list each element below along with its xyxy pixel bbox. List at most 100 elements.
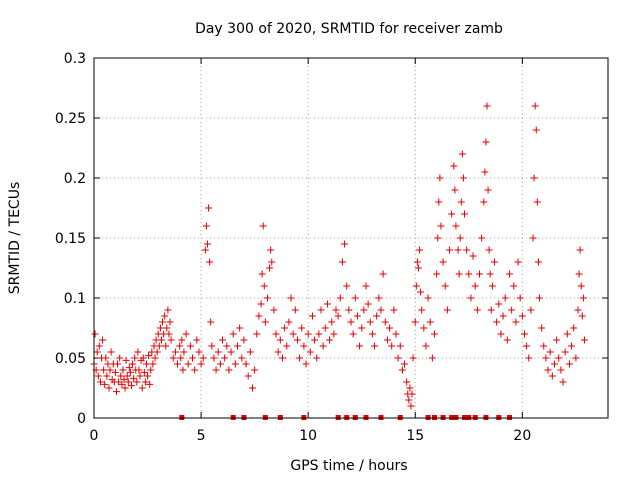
data-point — [121, 384, 129, 392]
data-point — [343, 282, 351, 290]
data-point — [525, 354, 533, 362]
data-point — [417, 288, 425, 296]
data-point — [465, 270, 473, 278]
data-point — [326, 336, 334, 344]
y-tick-label: 0.1 — [64, 291, 86, 307]
data-point — [212, 366, 220, 374]
data-point — [418, 306, 426, 314]
data-point — [377, 306, 385, 314]
data-point — [155, 342, 163, 350]
data-point — [159, 318, 167, 326]
data-point — [345, 306, 353, 314]
data-point — [386, 324, 394, 332]
data-point — [457, 198, 465, 206]
x-tick-label: 20 — [513, 428, 531, 444]
y-tick-label: 0.05 — [55, 351, 86, 367]
data-point — [302, 360, 310, 368]
data-point — [436, 174, 444, 182]
data-point — [334, 312, 342, 320]
data-point — [257, 300, 265, 308]
data-point — [118, 380, 126, 388]
data-point — [520, 330, 528, 338]
data-points — [90, 102, 588, 420]
axis-ticks: 0 0.05 0.1 0.15 0.2 0.25 0.3 0 5 10 15 20 — [55, 51, 608, 444]
data-point — [459, 174, 467, 182]
data-point — [550, 360, 558, 368]
data-point — [538, 324, 546, 332]
data-point — [238, 354, 246, 362]
data-point — [577, 282, 585, 290]
x-tick-label: 5 — [197, 428, 206, 444]
data-point — [116, 354, 124, 362]
data-point — [408, 390, 416, 398]
data-point — [291, 306, 299, 314]
data-point — [233, 342, 241, 350]
data-point — [572, 354, 580, 362]
data-point — [360, 306, 368, 314]
data-point — [499, 312, 507, 320]
data-point — [120, 376, 128, 384]
data-point — [356, 342, 364, 350]
data-point — [451, 186, 459, 194]
y-tick-label: 0.25 — [55, 111, 86, 127]
data-point — [420, 324, 428, 332]
data-point — [411, 318, 419, 326]
data-point — [358, 324, 366, 332]
data-point — [469, 252, 477, 260]
data-point — [189, 354, 197, 362]
data-point — [193, 336, 201, 344]
data-point — [311, 336, 319, 344]
data-point — [208, 342, 216, 350]
data-point — [145, 352, 153, 360]
data-point — [99, 336, 107, 344]
data-point — [293, 336, 301, 344]
data-point — [111, 368, 119, 376]
data-point — [568, 342, 576, 350]
data-point — [530, 174, 538, 182]
data-point — [508, 306, 516, 314]
data-point — [180, 348, 188, 356]
y-axis-label: SRMTID / TECUs — [7, 182, 23, 295]
data-point — [266, 264, 274, 272]
data-point — [102, 354, 110, 362]
data-point — [206, 258, 214, 266]
data-point — [156, 324, 164, 332]
y-tick-label: 0 — [77, 411, 86, 427]
data-point — [127, 382, 135, 390]
y-tick-label: 0.2 — [64, 171, 86, 187]
data-point — [478, 234, 486, 242]
data-point — [315, 330, 323, 338]
data-point — [289, 330, 297, 338]
data-point — [219, 336, 226, 344]
data-point — [461, 210, 469, 218]
data-point — [202, 222, 210, 230]
data-point — [473, 306, 481, 314]
data-point — [248, 384, 256, 392]
data-point — [428, 354, 436, 362]
data-point — [341, 240, 349, 248]
data-point — [179, 366, 187, 374]
data-point — [416, 246, 424, 254]
data-point — [139, 354, 147, 362]
data-point — [100, 366, 108, 374]
data-point — [227, 348, 235, 356]
data-point — [379, 270, 387, 278]
data-point — [117, 372, 125, 380]
data-point — [439, 258, 447, 266]
data-point — [164, 306, 172, 314]
data-point — [516, 294, 524, 302]
data-point — [123, 372, 131, 380]
data-point — [231, 360, 239, 368]
data-point — [435, 198, 443, 206]
data-point — [580, 336, 588, 344]
data-point — [353, 312, 361, 320]
data-point — [93, 348, 101, 356]
data-point — [490, 258, 498, 266]
data-point — [242, 360, 250, 368]
data-point — [267, 246, 275, 254]
data-point — [147, 366, 155, 374]
data-point — [197, 360, 205, 368]
data-point — [480, 198, 488, 206]
data-point — [278, 354, 286, 362]
data-point — [434, 234, 442, 242]
